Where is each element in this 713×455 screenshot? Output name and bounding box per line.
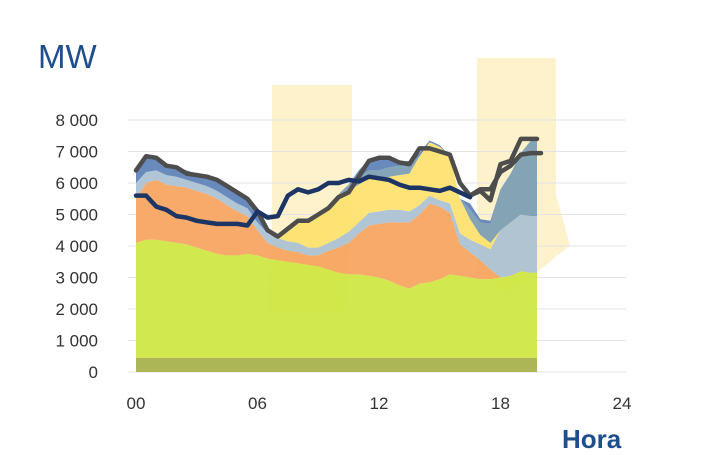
y-tick-label: 4 000 (55, 237, 98, 256)
x-tick-label: 18 (491, 394, 510, 413)
y-tick-label: 0 (89, 363, 98, 382)
x-tick-label: 06 (248, 394, 267, 413)
y-tick-label: 6 000 (55, 174, 98, 193)
x-axis-label: Hora (562, 424, 622, 454)
y-tick-label: 7 000 (55, 143, 98, 162)
y-tick-label: 8 000 (55, 111, 98, 130)
y-axis-unit: MW (38, 38, 97, 75)
chart-svg: 0 1 000 2 000 3 000 4 000 5 000 6 000 7 000 8 00… (55, 58, 632, 413)
area-layer (136, 179, 537, 289)
y-tick-label: 5 000 (55, 206, 98, 225)
stacked-areas (136, 140, 537, 372)
area-layer (136, 170, 537, 278)
series-line (467, 150, 544, 198)
x-tick-label: 12 (370, 394, 389, 413)
area-layer (136, 140, 537, 243)
x-tick-label: 24 (613, 394, 632, 413)
x-tick-labels: 00 06 12 18 24 (127, 394, 632, 413)
series-line (133, 174, 473, 228)
y-tick-label: 1 000 (55, 332, 98, 351)
y-tick-label: 2 000 (55, 300, 98, 319)
area-layer (136, 142, 537, 250)
y-tick-label: 3 000 (55, 269, 98, 288)
area-layer (136, 140, 537, 239)
area-layer (136, 239, 537, 358)
series-lines (133, 136, 544, 239)
area-layer (136, 357, 537, 372)
y-tick-labels: 0 1 000 2 000 3 000 4 000 5 000 6 000 7 000 8 00… (55, 111, 98, 382)
x-tick-label: 00 (127, 394, 146, 413)
